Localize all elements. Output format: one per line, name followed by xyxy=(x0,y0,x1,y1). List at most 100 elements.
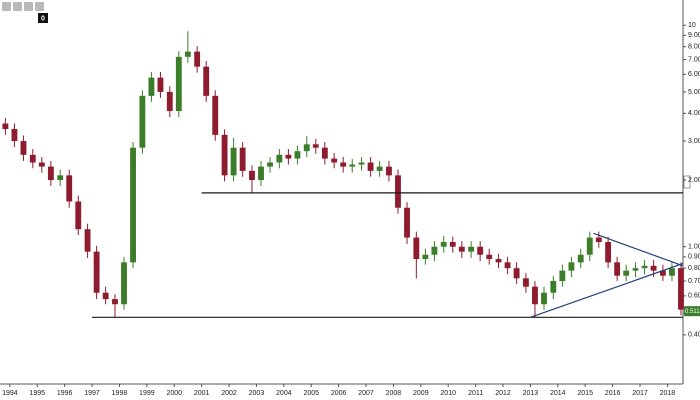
candle-body xyxy=(112,299,118,305)
candle-body xyxy=(449,242,456,247)
y-tick-label: 0.90 xyxy=(688,254,700,261)
x-tick-label: 2016 xyxy=(605,390,621,397)
x-tick-label: 1994 xyxy=(2,390,18,397)
y-tick-label: 1.00 xyxy=(688,244,700,251)
y-tick-label: 6.00 xyxy=(688,71,700,78)
candle-body xyxy=(249,170,255,181)
x-tick-label: 2005 xyxy=(303,390,319,397)
candle-body xyxy=(130,147,136,263)
candle-body xyxy=(102,292,109,300)
y-tick-label: 9.00 xyxy=(688,32,700,39)
axis-handle[interactable] xyxy=(683,175,691,189)
candle-body xyxy=(623,270,630,276)
y-tick-label: 4.00 xyxy=(688,110,700,117)
candle-body xyxy=(340,162,347,167)
candle-body xyxy=(669,268,675,276)
x-tick-label: 2006 xyxy=(331,390,347,397)
candle-body xyxy=(321,147,328,159)
x-tick-label: 1999 xyxy=(139,390,155,397)
x-tick-label: 2004 xyxy=(276,390,292,397)
candle-body xyxy=(568,262,575,271)
x-tick-label: 2009 xyxy=(413,390,429,397)
tool-button[interactable] xyxy=(24,2,33,11)
y-tick-label: 0.40 xyxy=(688,332,700,339)
candle-body xyxy=(267,162,273,167)
tool-button[interactable] xyxy=(35,2,44,11)
candle-body xyxy=(477,246,484,255)
candle-body xyxy=(431,246,438,255)
candle-body xyxy=(75,201,82,230)
x-tick-label: 2002 xyxy=(221,390,237,397)
candle-body xyxy=(513,268,520,279)
y-tick-label: 0.70 xyxy=(688,278,700,285)
y-tick-label: 0.80 xyxy=(688,265,700,272)
candle-body xyxy=(395,175,401,208)
candle-body xyxy=(303,144,310,152)
candle-body xyxy=(440,242,447,247)
y-tick-label: 10 xyxy=(688,22,696,29)
x-tick-label: 2015 xyxy=(577,390,593,397)
x-tick-label: 2014 xyxy=(550,390,566,397)
candle-body xyxy=(93,251,100,293)
candle-body xyxy=(203,66,210,96)
candle-body xyxy=(20,141,27,155)
x-tick-label: 1997 xyxy=(84,390,100,397)
candle-body xyxy=(358,162,365,165)
x-tick-label: 2001 xyxy=(194,390,210,397)
candle-body xyxy=(212,95,219,135)
candle-body xyxy=(11,129,18,142)
x-tick-label: 2003 xyxy=(249,390,265,397)
x-tick-label: 2011 xyxy=(468,390,483,397)
candle-body xyxy=(175,56,182,112)
candle-body xyxy=(550,281,557,293)
x-tick-label: 2013 xyxy=(523,390,539,397)
candle-body xyxy=(312,144,319,148)
x-tick-label: 1995 xyxy=(29,390,45,397)
last-price-label: 0.5118 xyxy=(685,309,700,315)
candle-body xyxy=(157,77,164,92)
candle-body xyxy=(367,162,374,171)
candle-body xyxy=(458,246,465,252)
candle-body xyxy=(650,265,657,271)
y-tick-label: 3.00 xyxy=(688,138,700,145)
badge[interactable] xyxy=(38,13,48,23)
x-tick-label: 2018 xyxy=(660,390,676,397)
candle-body xyxy=(331,158,338,163)
candle-body xyxy=(258,166,264,181)
candle-body xyxy=(486,254,493,260)
candle-body xyxy=(148,77,155,96)
candle-body xyxy=(404,207,410,238)
badge-text: 0 xyxy=(41,15,45,22)
candle-body xyxy=(605,242,612,263)
x-tick-label: 2012 xyxy=(495,390,511,397)
candle-body xyxy=(495,259,502,263)
last-price-box xyxy=(684,306,700,317)
candle-body xyxy=(523,278,529,287)
candle-body xyxy=(166,91,173,112)
x-tick-label: 2000 xyxy=(166,390,182,397)
candle-body xyxy=(2,123,9,130)
toolbar: 0 xyxy=(2,2,48,23)
candle-body xyxy=(139,95,146,148)
y-tick-label: 5.00 xyxy=(688,89,700,96)
candle-body xyxy=(541,292,547,305)
x-tick-label: 2008 xyxy=(386,390,402,397)
candle-body xyxy=(285,154,292,159)
x-tick-label: 1996 xyxy=(57,390,73,397)
candle-body xyxy=(641,265,648,269)
drawn-line xyxy=(530,262,684,318)
tool-button[interactable] xyxy=(2,2,11,11)
candle-body xyxy=(230,147,237,176)
x-tick-label: 1998 xyxy=(112,390,128,397)
tool-button[interactable] xyxy=(13,2,22,11)
candle-body xyxy=(532,286,538,305)
candle-body xyxy=(632,268,639,271)
candle-body xyxy=(504,262,511,269)
candle-body xyxy=(294,151,301,159)
y-tick-label: 0.60 xyxy=(688,293,700,300)
y-tick-label: 8.00 xyxy=(688,44,700,51)
candle-body xyxy=(595,237,602,243)
candle-body xyxy=(349,164,356,167)
